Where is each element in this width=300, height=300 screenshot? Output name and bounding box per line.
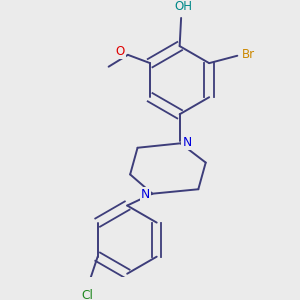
Text: Cl: Cl [81, 289, 93, 300]
Text: N: N [141, 188, 151, 201]
Text: Br: Br [242, 48, 255, 61]
Text: O: O [116, 45, 125, 58]
Text: OH: OH [175, 0, 193, 13]
Text: N: N [182, 136, 192, 149]
